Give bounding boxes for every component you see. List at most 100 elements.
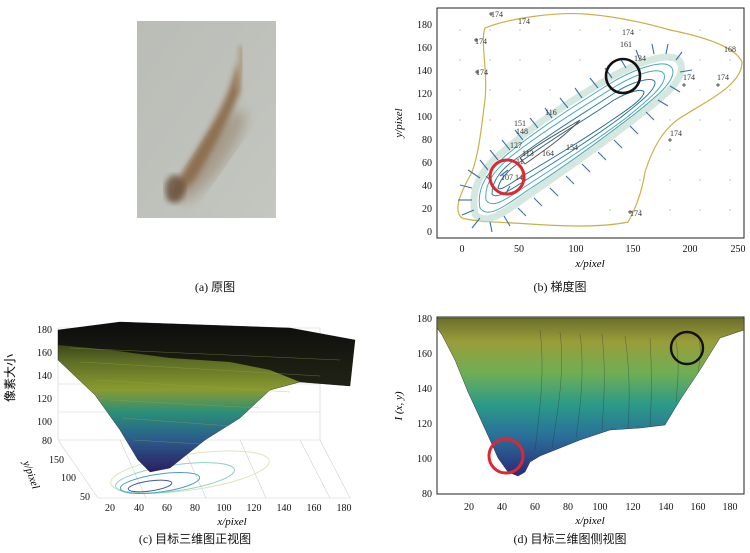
black-circle-marker-d bbox=[669, 330, 705, 366]
d-xtick: 120 bbox=[626, 502, 641, 513]
b-y-ticks: 0 20 40 60 80 100 120 140 160 180 bbox=[417, 20, 432, 238]
contour-label: 174 bbox=[476, 68, 488, 77]
b-x-ticks: 0 50 100 150 200 250 bbox=[460, 244, 746, 255]
b-xtick: 250 bbox=[731, 244, 746, 255]
d-x-ticks: 20 40 60 80 100 120 140 160 180 bbox=[464, 502, 738, 513]
c-ztick: 80 bbox=[42, 436, 52, 447]
outer-contour bbox=[457, 13, 743, 227]
red-circle-marker bbox=[488, 158, 526, 196]
c-xtick: 120 bbox=[247, 503, 262, 514]
caption-b: (b) 梯度图 bbox=[533, 280, 587, 294]
gradient-plot: 174 174 174 174 174 174 174 174 174 161 … bbox=[393, 7, 746, 270]
d-ytick: 100 bbox=[417, 454, 432, 465]
c-xtick: 180 bbox=[337, 503, 352, 514]
b-ytick: 60 bbox=[422, 158, 432, 169]
b-ytick: 120 bbox=[417, 89, 432, 100]
c-y-ticks: 50 100 150 bbox=[49, 455, 90, 503]
c-xtick: 160 bbox=[307, 503, 322, 514]
c-x-ticks: 20 40 60 80 100 120 140 160 180 bbox=[105, 503, 352, 514]
c-xtick: 140 bbox=[277, 503, 292, 514]
c-ztick: 160 bbox=[37, 348, 52, 359]
d-xtick: 140 bbox=[659, 502, 674, 513]
c-xtick: 80 bbox=[190, 503, 200, 514]
contour-label: 127 bbox=[510, 141, 522, 150]
c-ytick: 100 bbox=[61, 473, 76, 484]
contour-label: 11 bbox=[516, 157, 524, 166]
b-ytick: 160 bbox=[417, 43, 432, 54]
contour-label: 174 bbox=[683, 73, 695, 82]
contour-label: 174 bbox=[717, 73, 729, 82]
contour-labels: 174 174 174 174 174 174 174 174 174 161 … bbox=[475, 10, 736, 218]
contour-label: 174 bbox=[518, 17, 530, 26]
contour-label: 116 bbox=[545, 108, 557, 117]
b-ytick: 180 bbox=[417, 20, 432, 31]
b-xtick: 200 bbox=[683, 244, 698, 255]
contour-label: 174 bbox=[622, 28, 634, 37]
b-ytick: 80 bbox=[422, 135, 432, 146]
b-xtick: 150 bbox=[626, 244, 641, 255]
c-ztick: 140 bbox=[37, 371, 52, 382]
contour-label: 161 bbox=[620, 40, 632, 49]
c-xtick: 20 bbox=[105, 503, 115, 514]
caption-c: (c) 目标三维图正视图 bbox=[138, 532, 252, 546]
b-ytick: 20 bbox=[422, 204, 432, 215]
b-ylabel: y/pixel bbox=[393, 108, 405, 138]
c-ztick: 120 bbox=[37, 394, 52, 405]
contour-label: 168 bbox=[724, 45, 736, 54]
c-ytick: 50 bbox=[80, 492, 90, 503]
c-z-ticks: 180 160 140 120 100 80 bbox=[37, 325, 52, 447]
black-circle-marker bbox=[604, 57, 642, 95]
d-xtick: 100 bbox=[593, 502, 608, 513]
d-ytick: 140 bbox=[417, 384, 432, 395]
c-ytick: 150 bbox=[49, 455, 64, 466]
contour-label: 134 bbox=[634, 54, 646, 63]
contour-label: 107 bbox=[501, 173, 513, 182]
b-xtick: 50 bbox=[514, 244, 524, 255]
d-ytick: 80 bbox=[422, 489, 432, 500]
b-xlabel: x/pixel bbox=[574, 258, 604, 270]
contour-label: 141 bbox=[515, 173, 527, 182]
gradient-plot-frame bbox=[436, 7, 745, 239]
d-xtick: 20 bbox=[464, 502, 474, 513]
contour-label: 174 bbox=[475, 37, 487, 46]
d-xtick: 80 bbox=[563, 502, 573, 513]
c-xlabel: x/pixel bbox=[216, 516, 246, 528]
surface-front-plot: 180 160 140 120 100 80 50 100 150 20 40 … bbox=[3, 321, 356, 528]
teal-contours bbox=[470, 53, 685, 223]
d-ytick: 160 bbox=[417, 349, 432, 360]
peak-markers bbox=[474, 12, 720, 214]
panel-d-3d-side-view: 180 160 140 120 100 80 20 40 60 80 100 1… bbox=[380, 300, 750, 528]
panel-b-gradient-map: 174 174 174 174 174 174 174 174 174 161 … bbox=[380, 0, 750, 278]
contour-label: 174 bbox=[630, 209, 642, 218]
b-ytick: 0 bbox=[427, 227, 432, 238]
c-zlabel: 像素大小 bbox=[3, 354, 17, 402]
vector-field-dots bbox=[459, 29, 731, 211]
panel-a-original-image bbox=[137, 21, 276, 218]
caption-a: (a) 原图 bbox=[194, 280, 236, 294]
d-y-ticks: 180 160 140 120 100 80 bbox=[417, 314, 432, 500]
surface-mesh-lines bbox=[69, 347, 341, 445]
contour-label: 174 bbox=[670, 129, 682, 138]
c-xtick: 60 bbox=[162, 503, 172, 514]
c-xtick: 40 bbox=[134, 503, 144, 514]
b-ytick: 140 bbox=[417, 66, 432, 77]
b-ytick: 40 bbox=[422, 181, 432, 192]
side-surface-ridges bbox=[534, 329, 701, 451]
contour-label: 148 bbox=[516, 127, 528, 136]
fish-photo bbox=[137, 21, 276, 218]
d-xlabel: x/pixel bbox=[574, 515, 604, 527]
contour-label: 164 bbox=[542, 149, 554, 158]
d-xtick: 180 bbox=[723, 502, 738, 513]
d-ytick: 180 bbox=[417, 314, 432, 325]
d-ylabel: I (x, y) bbox=[393, 391, 405, 421]
contour-label: 154 bbox=[566, 143, 578, 152]
contour-label: 113 bbox=[522, 149, 534, 158]
red-circle-marker-d bbox=[487, 437, 525, 475]
contour-label: 174 bbox=[491, 10, 503, 19]
surface-side-plot: 180 160 140 120 100 80 20 40 60 80 100 1… bbox=[393, 314, 745, 527]
contour-label: 151 bbox=[514, 119, 526, 128]
b-ytick: 100 bbox=[417, 112, 432, 123]
b-xtick: 100 bbox=[569, 244, 584, 255]
c-xtick: 100 bbox=[217, 503, 232, 514]
caption-d: (d) 目标三维图侧视图 bbox=[513, 532, 627, 546]
